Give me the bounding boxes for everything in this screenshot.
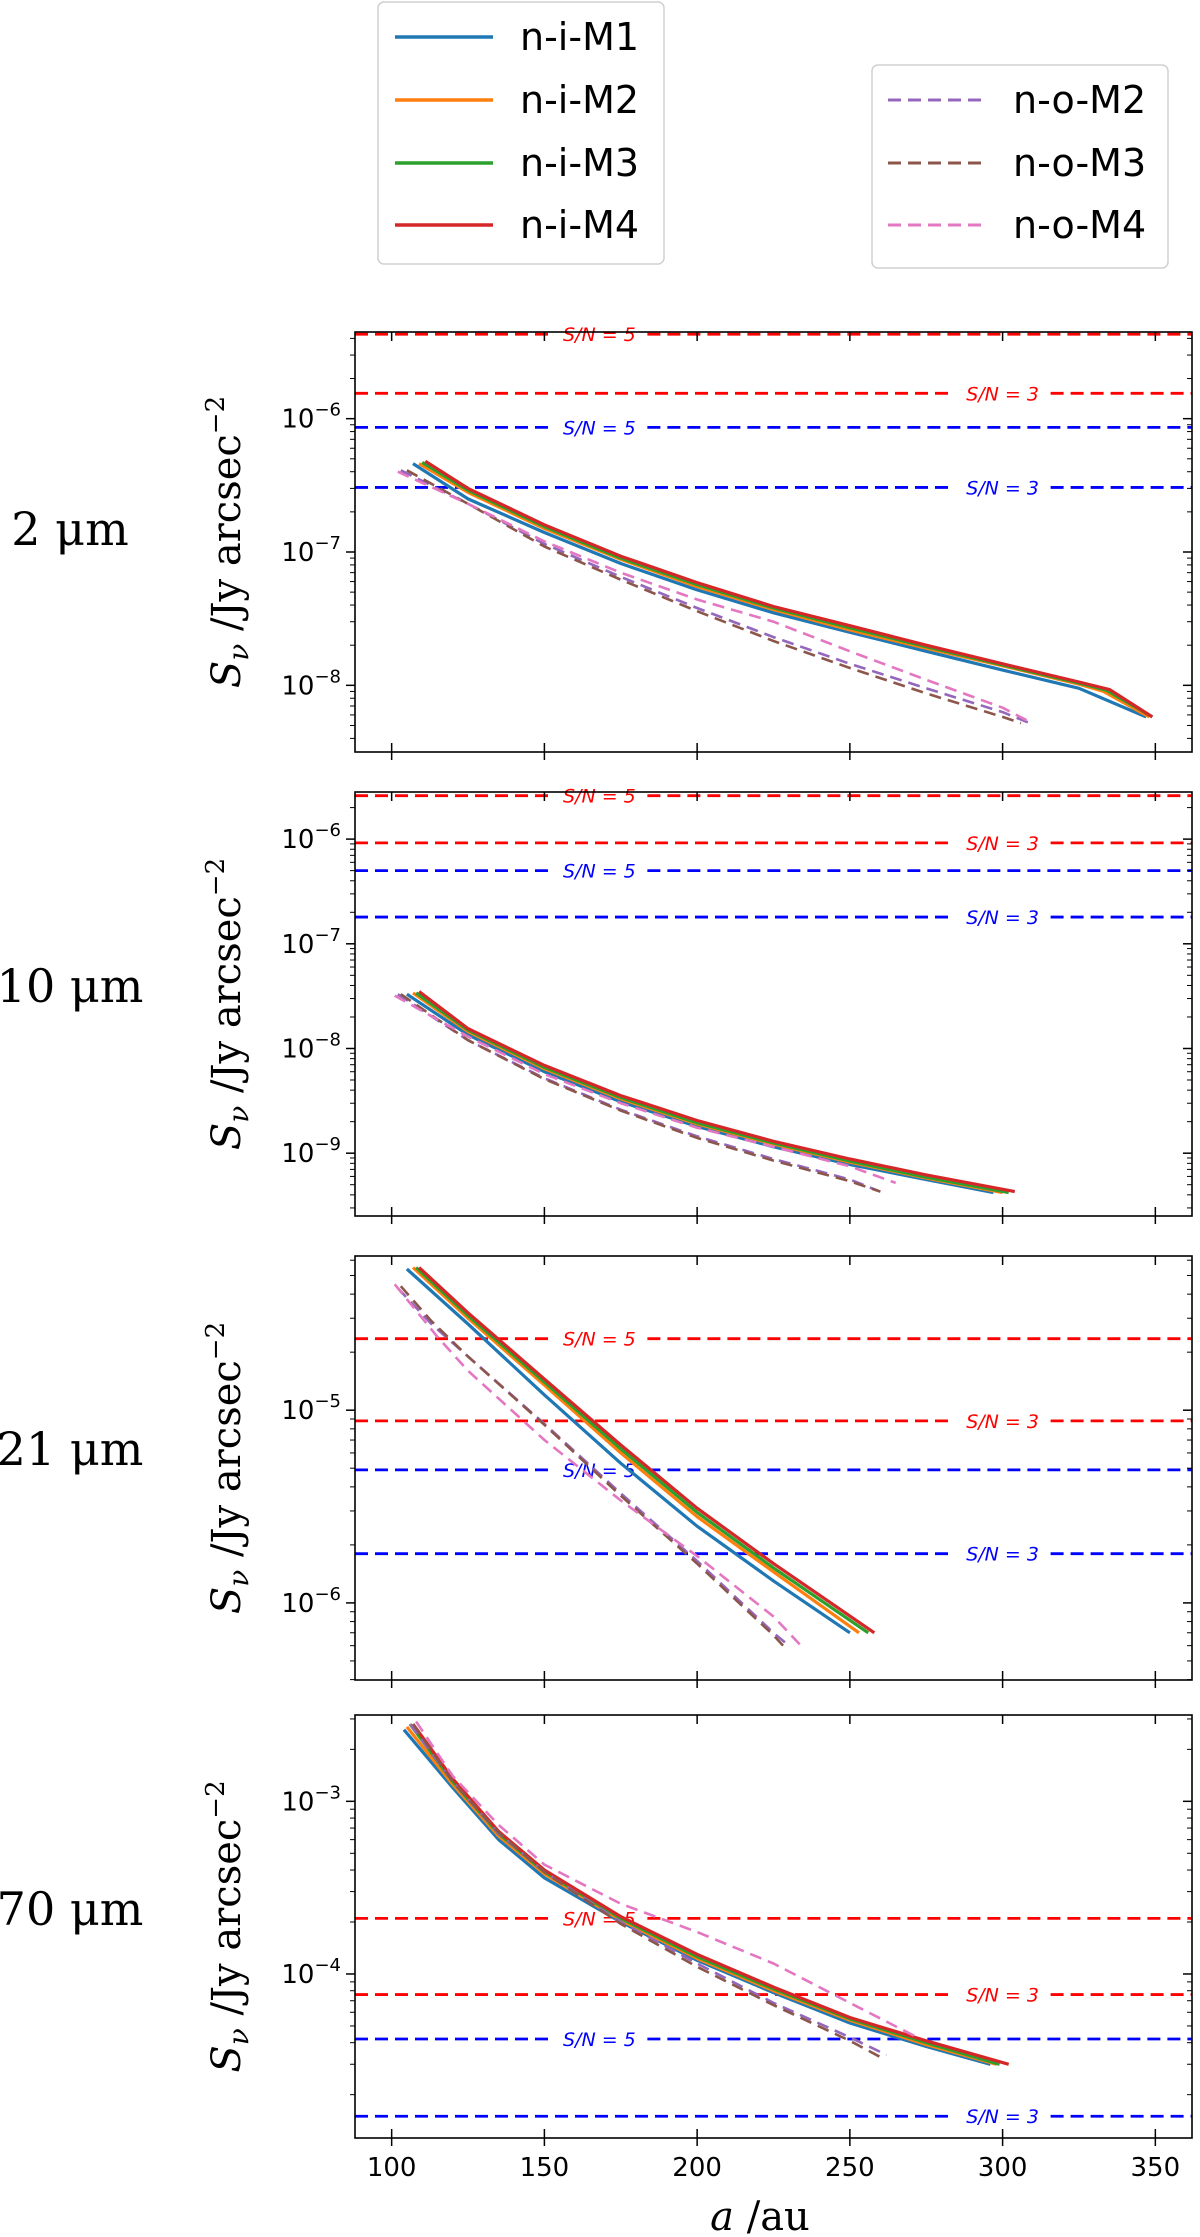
panel-label: 2 μm: [11, 502, 128, 556]
x-tick-label: 100: [367, 2153, 417, 2183]
series-n-o-M4: [415, 1720, 918, 2039]
series-n-o-M3: [411, 1723, 882, 2059]
series-n-o-M2: [397, 993, 878, 1192]
legend-label-n-o-M4: n-o-M4: [1013, 203, 1146, 247]
series-n-o-M4: [394, 994, 897, 1185]
threshold-label: S/N = 5: [563, 1460, 636, 1482]
series-n-i-M2: [412, 991, 1003, 1195]
panel-2um: S/N = 5 S/N = 3 S/N = 5 S/N = 3 10−8 10−7 10−6…: [11, 324, 1193, 760]
threshold-label: S/N = 3: [966, 1544, 1039, 1566]
legend-solid-box: [377, 1, 665, 265]
x-tick-label: 350: [1131, 2153, 1181, 2183]
y-tick-label: 10−4: [281, 1955, 341, 1990]
plot-frame: [354, 791, 1193, 1217]
y-tick-label: 10−9: [281, 1134, 341, 1169]
threshold-label: S/N = 5: [563, 324, 636, 346]
series-n-i-M2: [405, 1725, 997, 2066]
series-n-o-M2: [408, 1723, 888, 2057]
series-n-i-M3: [415, 1266, 870, 1635]
panel-label: 70 μm: [0, 1882, 143, 1936]
threshold-label: S/N = 3: [966, 477, 1039, 499]
y-tick-label: 10−6: [281, 400, 341, 435]
y-tick-label: 10−6: [281, 1584, 341, 1619]
y-tick-label: 10−7: [281, 533, 341, 568]
y-tick-label: 10−7: [281, 925, 341, 960]
y-axis-label: Sν /Jy arcsec−2: [201, 858, 255, 1150]
legend-label-n-o-M3: n-o-M3: [1013, 141, 1146, 185]
y-tick-label: 10−5: [281, 1391, 341, 1426]
series-n-o-M3: [399, 1285, 787, 1650]
y-tick-label: 10−8: [281, 1029, 341, 1064]
x-tick-label: 300: [978, 2153, 1028, 2183]
plot-frame: [354, 1714, 1193, 2139]
x-axis-label: a /au: [710, 2194, 810, 2237]
x-tick-label: 150: [520, 2153, 570, 2183]
panel-21um: S/N = 5 S/N = 3 S/N = 5 S/N = 3 10−6 10−5 Sν /…: [0, 1255, 1193, 1688]
series-n-i-M4: [418, 990, 1016, 1194]
y-axis-label: Sν /Jy arcsec−2: [201, 396, 255, 688]
y-tick-label: 10−3: [281, 1782, 341, 1817]
panel-10um: S/N = 5 S/N = 3 S/N = 5 S/N = 3 10−9 10−8 10−7…: [0, 786, 1193, 1224]
series-n-i-M1: [402, 1728, 991, 2066]
series-n-i-M3: [408, 1723, 1001, 2066]
series-n-o-M4: [397, 470, 1031, 724]
x-tick-label: 250: [825, 2153, 875, 2183]
legend-dashed-box: [871, 64, 1169, 269]
series-n-i-M3: [415, 991, 1009, 1195]
threshold-label: S/N = 3: [966, 907, 1039, 929]
legend-solid: n-i-M1 n-i-M2 n-i-M3 n-i-M4: [377, 1, 665, 265]
y-tick-label: 10−6: [281, 820, 341, 855]
legend-label-n-i-M4: n-i-M4: [520, 203, 639, 247]
panel-label: 10 μm: [0, 959, 143, 1013]
series-n-o-M3: [406, 469, 1022, 725]
series-n-i-M4: [418, 1266, 876, 1635]
threshold-label: S/N = 5: [563, 786, 636, 808]
threshold-label: S/N = 3: [966, 1411, 1039, 1433]
threshold-label: S/N = 5: [563, 2029, 636, 2051]
legend-dashed: n-o-M2 n-o-M3 n-o-M4: [871, 64, 1169, 269]
y-tick-label: 10−8: [281, 666, 341, 701]
series-n-i-M1: [412, 462, 1147, 719]
x-tick-label: 200: [672, 2153, 722, 2183]
series-n-i-M2: [411, 1266, 860, 1635]
y-axis-label: Sν /Jy arcsec−2: [201, 1780, 255, 2072]
series-n-i-M1: [406, 992, 994, 1195]
y-axis-label: Sν /Jy arcsec−2: [201, 1322, 255, 1614]
threshold-label: S/N = 3: [966, 833, 1039, 855]
threshold-label: S/N = 3: [966, 2106, 1039, 2128]
series-n-i-M1: [405, 1267, 851, 1635]
threshold-label: S/N = 5: [563, 1329, 636, 1351]
series-n-i-M4: [411, 1723, 1010, 2066]
series-n-o-M3: [400, 993, 881, 1193]
series-n-i-M4: [424, 459, 1154, 719]
panel-label: 21 μm: [0, 1422, 143, 1476]
legend-label-n-i-M1: n-i-M1: [520, 15, 639, 59]
threshold-label: S/N = 5: [563, 861, 636, 883]
plot-frame: [354, 331, 1193, 753]
threshold-label: S/N = 5: [563, 417, 636, 439]
threshold-label: S/N = 3: [966, 1985, 1039, 2007]
legend-label-n-i-M3: n-i-M3: [520, 141, 639, 185]
legend-label-n-o-M2: n-o-M2: [1013, 78, 1146, 122]
legend-label-n-i-M2: n-i-M2: [520, 78, 639, 122]
threshold-label: S/N = 3: [966, 383, 1039, 405]
